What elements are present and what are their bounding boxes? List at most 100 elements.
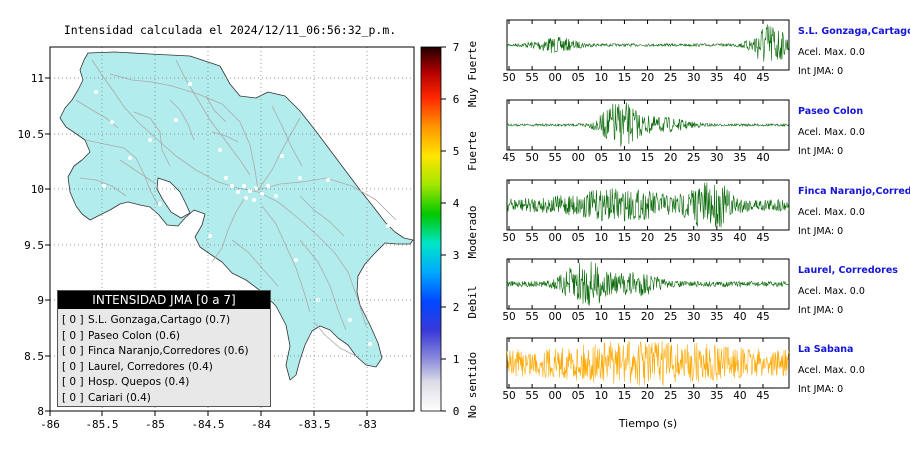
legend-item: [ 0 ] S.L. Gonzaga,Cartago (0.7) (62, 314, 231, 326)
time-tick-label: 20 (664, 152, 677, 164)
x-tick-label: -84 (251, 418, 271, 431)
waveform-trace (506, 261, 790, 306)
x-tick-label: -83 (357, 418, 377, 431)
time-tick-label: 00 (548, 232, 561, 244)
time-tick-label: 00 (548, 311, 561, 323)
time-tick-label: 35 (733, 152, 746, 164)
time-tick-label: 45 (756, 232, 769, 244)
station-dot (208, 234, 212, 238)
colorbar-tick: 6 (453, 93, 460, 106)
time-tick-label: 20 (641, 390, 654, 402)
station-dot (252, 198, 256, 202)
station-dots (94, 82, 390, 346)
time-tick-label: 15 (618, 232, 631, 244)
time-tick-label: 50 (502, 72, 515, 84)
station-name: Paseo Colon (798, 106, 863, 117)
waveform-trace (506, 340, 790, 386)
time-tick-label: 50 (502, 311, 515, 323)
max-accel-label: Acel. Max. 0.0 (798, 207, 865, 218)
time-tick-label: 30 (687, 311, 700, 323)
waveform-trace (506, 24, 790, 62)
time-tick-label: 55 (525, 390, 538, 402)
y-tick-label: 9 (37, 294, 44, 307)
max-accel-label: Acel. Max. 0.0 (798, 365, 865, 376)
station-name: S.L. Gonzaga,Cartago (798, 26, 910, 37)
time-tick-label: 45 (502, 152, 515, 164)
time-tick-label: 30 (687, 390, 700, 402)
time-tick-label: 20 (641, 72, 654, 84)
time-tick-label: 30 (710, 152, 723, 164)
waveform-trace (506, 182, 790, 228)
station-dot (128, 156, 132, 160)
jma-intensity-label: Int JMA: 0 (798, 226, 843, 237)
colorbar-tick: 0 (453, 405, 460, 418)
time-tick-label: 40 (733, 232, 746, 244)
station-dot (238, 90, 242, 94)
waveform-panel: 50 55 00 05 10 15 20 25 30 35 40 45 La Sabana Acel. M… (502, 337, 865, 402)
time-tick-label: 05 (572, 72, 585, 84)
waveform-panel: 50 55 00 05 10 15 20 25 30 35 40 45 Laurel, Corredor… (502, 258, 898, 323)
waveform-panel: 45 50 55 00 05 10 15 20 25 30 35 40 Paseo Colon Acel.… (502, 99, 865, 164)
time-tick-label: 00 (548, 72, 561, 84)
time-tick-label: 20 (641, 232, 654, 244)
x-tick-label: -83.5 (297, 418, 330, 431)
station-dot (274, 194, 278, 198)
colorbar-gradient (420, 46, 442, 412)
time-tick-label: 40 (733, 72, 746, 84)
gulf-of-nicoya (156, 177, 191, 219)
colorbar-category: Moderado (466, 206, 479, 259)
time-tick-label: 05 (595, 152, 608, 164)
jma-intensity-label: Int JMA: 0 (798, 384, 843, 395)
colorbar-tick: 1 (453, 353, 460, 366)
station-dot (298, 176, 302, 180)
station-dot (294, 258, 298, 262)
time-tick-label: 10 (595, 72, 608, 84)
colorbar-tick: 7 (453, 41, 460, 54)
station-dot (94, 90, 98, 94)
station-dot (326, 178, 330, 182)
time-tick-label: 40 (756, 152, 769, 164)
time-tick-label: 40 (733, 311, 746, 323)
time-tick-label: 15 (618, 390, 631, 402)
x-tick-label: -86 (40, 418, 60, 431)
station-dot (280, 154, 284, 158)
y-tick-label: 11 (31, 72, 44, 85)
y-tick-label: 8 (37, 405, 44, 418)
time-tick-label: 15 (618, 72, 631, 84)
colorbar-category: No sentido (466, 352, 479, 418)
time-tick-label: 55 (525, 311, 538, 323)
station-dot (368, 342, 372, 346)
colorbar-category: Fuerte (466, 131, 479, 171)
y-tick-label: 10.5 (18, 128, 45, 141)
time-tick-label: 50 (502, 390, 515, 402)
time-tick-label: 05 (572, 311, 585, 323)
waveform-panel: 50 55 00 05 10 15 20 25 30 35 40 45 Finca Naranjo,Co… (502, 179, 910, 244)
colorbar-category: Debil (466, 285, 479, 318)
colorbar: 7 6 5 4 3 2 1 0 No sentido Debil Moderad… (420, 41, 479, 418)
time-tick-label: 10 (618, 152, 631, 164)
time-tick-label: 30 (687, 72, 700, 84)
station-dot (254, 186, 258, 190)
x-tick-label: -84.5 (191, 418, 224, 431)
time-tick-label: 00 (572, 152, 585, 164)
time-tick-label: 35 (710, 72, 723, 84)
colorbar-tick: 5 (453, 145, 460, 158)
station-dot (266, 184, 270, 188)
map-x-axis: -86 -85.5 -85 -84.5 -84 -83.5 -83 (40, 418, 377, 431)
jma-intensity-label: Int JMA: 0 (798, 305, 843, 316)
waveform-panel: 50 55 00 05 10 15 20 25 30 35 40 45 S.L. Gonzaga,Car… (502, 19, 910, 84)
colorbar-tick: 3 (453, 249, 460, 262)
station-dot (348, 318, 352, 322)
station-name: Finca Naranjo,Corredores (798, 186, 910, 197)
station-dot (236, 190, 240, 194)
station-name: La Sabana (798, 344, 853, 355)
max-accel-label: Acel. Max. 0.0 (798, 47, 865, 58)
country-shape (59, 51, 414, 381)
legend-title: INTENSIDAD JMA [0 a 7] (58, 291, 270, 309)
station-dot (158, 202, 162, 206)
time-tick-label: 35 (710, 232, 723, 244)
time-tick-label: 50 (525, 152, 538, 164)
time-tick-label: 20 (641, 311, 654, 323)
time-tick-label: 40 (733, 390, 746, 402)
y-tick-label: 8.5 (24, 350, 44, 363)
